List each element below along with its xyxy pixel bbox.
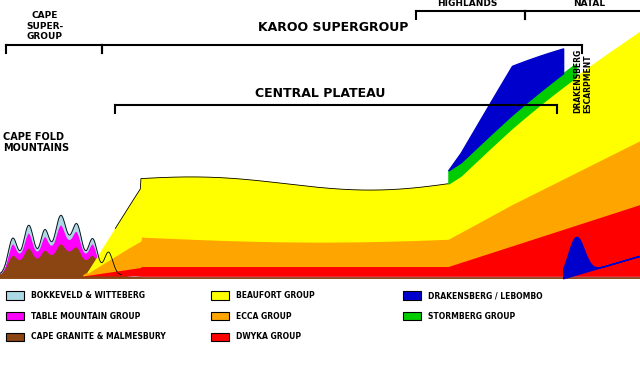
Text: CAPE FOLD
MOUNTAINS: CAPE FOLD MOUNTAINS bbox=[3, 132, 69, 153]
Bar bbox=[211, 333, 229, 341]
Bar bbox=[403, 291, 421, 300]
Text: DRAKENSBERG / LEBOMBO: DRAKENSBERG / LEBOMBO bbox=[428, 291, 542, 300]
Text: KAROO SUPERGROUP: KAROO SUPERGROUP bbox=[258, 21, 408, 34]
Bar bbox=[6, 333, 24, 341]
Bar bbox=[403, 312, 421, 320]
Text: TABLE MOUNTAIN GROUP: TABLE MOUNTAIN GROUP bbox=[31, 312, 140, 321]
Text: STORMBERG GROUP: STORMBERG GROUP bbox=[428, 312, 515, 321]
Text: KWAZULU-
NATAL: KWAZULU- NATAL bbox=[562, 0, 616, 8]
Text: CAPE GRANITE & MALMESBURY: CAPE GRANITE & MALMESBURY bbox=[31, 332, 166, 341]
Text: ECCA GROUP: ECCA GROUP bbox=[236, 312, 291, 321]
Bar bbox=[211, 291, 229, 300]
Text: BEAUFORT GROUP: BEAUFORT GROUP bbox=[236, 291, 314, 300]
Bar bbox=[6, 291, 24, 300]
Bar bbox=[211, 312, 229, 320]
Text: LESOTHO
HIGHLANDS: LESOTHO HIGHLANDS bbox=[437, 0, 497, 8]
Text: CAPE
SUPER-
GROUP: CAPE SUPER- GROUP bbox=[26, 11, 63, 41]
Text: CENTRAL PLATEAU: CENTRAL PLATEAU bbox=[255, 86, 385, 100]
Text: DRAKENSBERG
ESCARPMENT: DRAKENSBERG ESCARPMENT bbox=[573, 49, 592, 113]
Bar bbox=[6, 312, 24, 320]
Text: DWYKA GROUP: DWYKA GROUP bbox=[236, 332, 301, 341]
Text: BOKKEVELD & WITTEBERG: BOKKEVELD & WITTEBERG bbox=[31, 291, 145, 300]
